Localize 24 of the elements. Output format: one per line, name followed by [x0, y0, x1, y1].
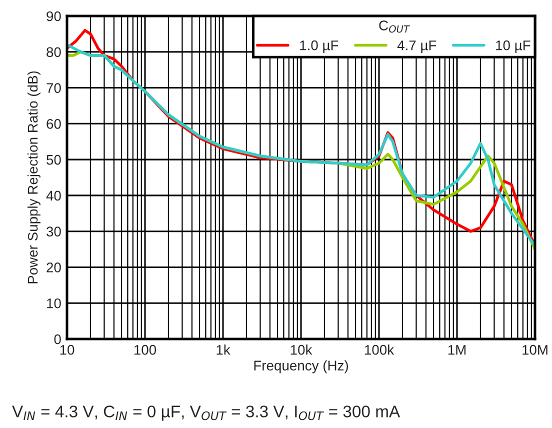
x-tick-label: 100k: [365, 344, 394, 355]
y-tick-label: 30: [46, 226, 61, 237]
x-tick-label: 100: [134, 344, 156, 355]
x-axis-title: Frequency (Hz): [254, 360, 348, 374]
y-tick-label: 10: [47, 298, 61, 308]
x-tick-label: 10k: [290, 344, 312, 355]
legend-label: 10 µF: [496, 40, 530, 54]
legend-label: 4.7 µF: [397, 40, 436, 54]
y-tick-label: 70: [46, 83, 61, 93]
y-tick-label: 20: [46, 262, 61, 272]
y-axis-title: Power Supply Rejection Ratio (dB): [27, 71, 40, 284]
y-tick-label: 0: [54, 334, 61, 344]
text: V$_{IN}$ = 4.3 V, C$_{IN}$ = 0 µF, V$_{OUT}$ = 3.3 V, I$_{OUT}$ = 300 mA: [12, 406, 400, 421]
x-tick-label: 1M: [448, 345, 466, 355]
y-tick-label: 80: [46, 47, 61, 58]
x-tick-label: 10M: [522, 344, 548, 355]
y-tick-label: 90: [46, 11, 61, 22]
y-tick-label: 40: [46, 190, 61, 201]
x-tick-label: 1k: [216, 344, 230, 355]
legend-title: C$_{OUT}$: [379, 20, 410, 33]
legend-label: 1.0 µF: [300, 40, 338, 54]
y-tick-label: 60: [46, 119, 61, 129]
y-tick-label: 50: [46, 154, 61, 165]
x-tick-label: 10: [60, 344, 74, 355]
